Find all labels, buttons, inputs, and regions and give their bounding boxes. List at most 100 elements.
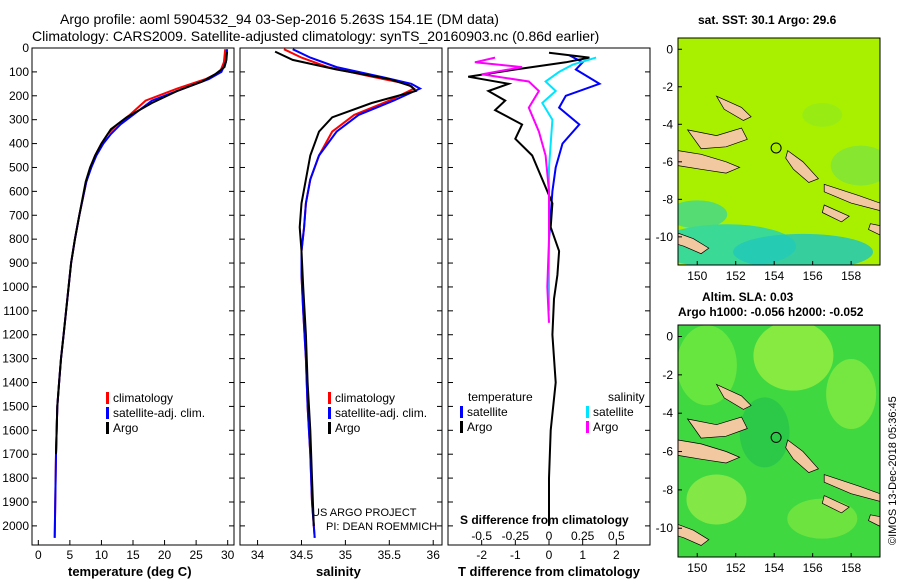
sst_map-xtick-label: 152 bbox=[726, 269, 746, 283]
salinity-profile-panel: 34 34.5 35 35.5 36 salinity climatologysatel… bbox=[239, 47, 443, 579]
salinity-xtick-label: 35 bbox=[339, 548, 353, 562]
sst-map-frame bbox=[677, 37, 881, 266]
sst_map-land-4 bbox=[823, 183, 880, 211]
diff-legend-s-argo-swatch bbox=[586, 421, 589, 433]
sst-map-title: sat. SST: 30.1 Argo: 29.6 bbox=[698, 13, 837, 27]
sla_map-field-patch-2 bbox=[826, 359, 877, 430]
sst-map-axes: 150 152 154 156 158 0 -2 -4 -6 -8 -10 bbox=[656, 42, 862, 283]
figure-title-line1: Argo profile: aoml 5904532_94 03-Sep-201… bbox=[60, 11, 499, 27]
temperature-xtick-label: 0 bbox=[35, 548, 42, 562]
sst_map-land-5 bbox=[821, 204, 850, 223]
sla_map-xtick-label: 150 bbox=[687, 561, 707, 575]
temperature-profile-panel: 0 5 10 15 20 25 300100200300400500600700800900… bbox=[2, 41, 234, 579]
salinity-series-group bbox=[274, 48, 423, 538]
sal-legend-2-label: Argo bbox=[335, 421, 361, 435]
imos-credit: ©IMOS 13-Dec-2018 05:36:45 bbox=[887, 396, 899, 545]
sla_map-xtick-label: 156 bbox=[803, 561, 823, 575]
depth-tick-label: 1500 bbox=[2, 399, 29, 413]
sst_map-land-7 bbox=[678, 232, 710, 255]
salinity-axis-ticks: 34 34.5 35 35.5 36 bbox=[240, 47, 442, 562]
temperature-axis-ticks: 0 5 10 15 20 25 300100200300400500600700800900… bbox=[2, 41, 234, 562]
sst_map-field-patch-2 bbox=[678, 200, 728, 229]
sla_map-xtick-label: 158 bbox=[841, 561, 861, 575]
sla-map-panel: Altim. SLA: 0.03 Argo h1000: -0.056 h200… bbox=[656, 290, 881, 575]
sst_map-xtick-label: 158 bbox=[841, 269, 861, 283]
difference-legend: temperature salinitysatelliteArgosatellit… bbox=[460, 390, 645, 434]
sla_map-land-6 bbox=[868, 514, 880, 527]
sst_map-xtick-label: 150 bbox=[687, 269, 707, 283]
depth-tick-label: 100 bbox=[9, 65, 29, 79]
diff-legend-s-sat-swatch bbox=[586, 406, 589, 418]
diff-legend-t-sat-label: satellite bbox=[467, 405, 508, 419]
temperature-xtick-label: 25 bbox=[189, 548, 203, 562]
sst_map-field-patch-1 bbox=[733, 233, 874, 265]
temperature-axes-frame bbox=[31, 47, 235, 546]
differences-xtick-label: 0 bbox=[546, 548, 553, 562]
sal-legend-2-swatch bbox=[328, 422, 331, 434]
sla_map-ytick-label: -2 bbox=[662, 368, 673, 382]
depth-tick-label: 400 bbox=[9, 137, 29, 151]
sla_map-land-1 bbox=[686, 416, 748, 439]
sla_map-land-2 bbox=[715, 383, 752, 410]
differences-xtick-label: 1 bbox=[579, 548, 586, 562]
sla_map-land-5 bbox=[821, 495, 850, 514]
salinity-series-2 bbox=[274, 50, 418, 526]
sst-map-panel: sat. SST: 30.1 Argo: 29.6 150 152 154 156 15… bbox=[656, 13, 881, 283]
depth-tick-label: 1900 bbox=[2, 495, 29, 509]
depth-tick-label: 600 bbox=[9, 184, 29, 198]
s-diff-tick-label: 0 bbox=[546, 529, 553, 543]
sla_map-ytick-label: -4 bbox=[662, 406, 673, 420]
diff-legend-t-argo-swatch bbox=[460, 421, 463, 433]
differences-series-2 bbox=[541, 56, 597, 311]
sst_map-xtick-label: 156 bbox=[803, 269, 823, 283]
sla_map-field-patch-5 bbox=[787, 498, 858, 539]
temp-legend-0-label: climatology bbox=[113, 391, 173, 405]
sst_map-ytick-label: -10 bbox=[656, 230, 674, 244]
temperature-xtick-label: 5 bbox=[67, 548, 74, 562]
depth-tick-label: 800 bbox=[9, 232, 29, 246]
difference-profile-panel: -2 -1 0 1 2 -0.5 -0.25 0 0.25 0.5 T difference fr… bbox=[447, 47, 651, 579]
figure-title-line2: Climatology: CARS2009. Satellite-adjuste… bbox=[32, 28, 599, 44]
sla-map-title: Altim. SLA: 0.03 bbox=[702, 290, 794, 304]
sla_map-ytick-label: -10 bbox=[656, 521, 674, 535]
sst_map-land-1 bbox=[686, 127, 748, 150]
sst_map-ytick-label: 0 bbox=[666, 42, 673, 56]
salinity-axes-frame bbox=[239, 47, 443, 546]
depth-tick-label: 1400 bbox=[2, 376, 29, 390]
sla_map-field-patch-0 bbox=[678, 325, 737, 406]
sst_map-argo-position-marker bbox=[770, 142, 782, 154]
s-diff-tick-label: 0.25 bbox=[571, 529, 595, 543]
sal-legend-0-label: climatology bbox=[335, 391, 395, 405]
sla_map-ytick-label: -8 bbox=[662, 483, 673, 497]
temp-legend-0-swatch bbox=[106, 392, 109, 404]
diff-legend-title-salinity: salinity bbox=[608, 390, 645, 404]
sst-map-field bbox=[678, 38, 880, 265]
diff-legend-t-sat-swatch bbox=[460, 406, 463, 418]
depth-tick-label: 300 bbox=[9, 113, 29, 127]
depth-tick-label: 1000 bbox=[2, 280, 29, 294]
depth-tick-label: 0 bbox=[22, 41, 29, 55]
s-difference-label: S difference from climatology bbox=[460, 513, 629, 527]
s-diff-tick-label: 0.5 bbox=[608, 529, 625, 543]
temperature-series-1 bbox=[53, 49, 229, 538]
depth-tick-label: 200 bbox=[9, 89, 29, 103]
sla_map-ytick-label: -6 bbox=[662, 445, 673, 459]
temperature-series-0 bbox=[53, 49, 227, 538]
temperature-xtick-label: 10 bbox=[95, 548, 109, 562]
temperature-xlabel: temperature (deg C) bbox=[68, 564, 192, 579]
temperature-xtick-label: 30 bbox=[221, 548, 235, 562]
salinity-xtick-label: 36 bbox=[427, 548, 441, 562]
depth-tick-label: 1200 bbox=[2, 328, 29, 342]
salinity-xtick-label: 34.5 bbox=[290, 548, 314, 562]
salinity-xlabel: salinity bbox=[316, 564, 362, 579]
sla_map-land-7 bbox=[678, 524, 710, 546]
sst_map-land-3 bbox=[785, 150, 820, 183]
difference-series-group bbox=[468, 51, 602, 526]
differences-series-3 bbox=[474, 56, 550, 323]
sal-legend-1-swatch bbox=[328, 407, 331, 419]
salinity-xtick-label: 34 bbox=[251, 548, 265, 562]
temperature-series-2 bbox=[55, 51, 229, 455]
credit-project: US ARGO PROJECT bbox=[312, 507, 417, 519]
depth-tick-label: 900 bbox=[9, 256, 29, 270]
sla_map-argo-position-marker bbox=[770, 431, 782, 443]
